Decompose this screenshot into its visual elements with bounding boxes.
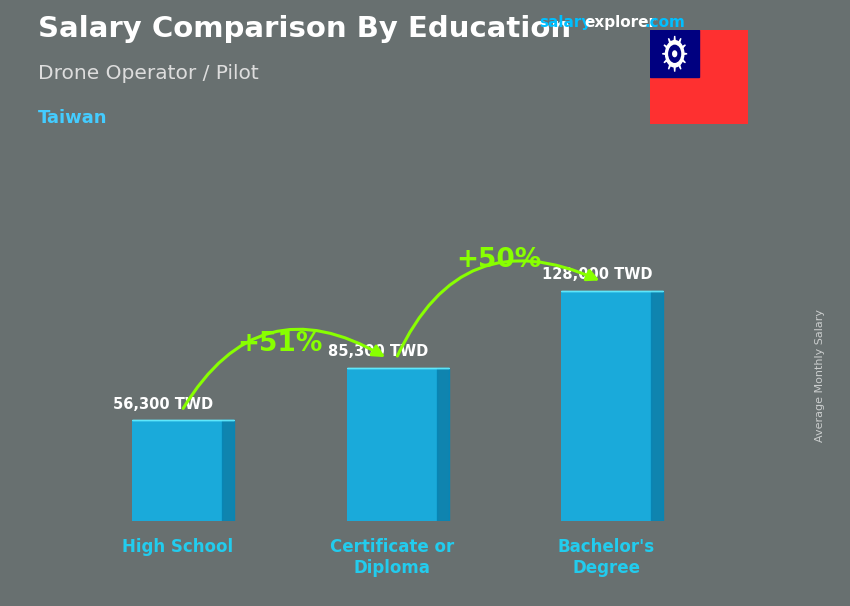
- Polygon shape: [662, 53, 668, 55]
- Polygon shape: [437, 368, 449, 521]
- Polygon shape: [223, 420, 235, 521]
- Polygon shape: [664, 58, 670, 62]
- Text: Taiwan: Taiwan: [38, 109, 108, 127]
- Polygon shape: [680, 45, 685, 50]
- Bar: [347, 368, 437, 521]
- Polygon shape: [674, 36, 676, 44]
- Bar: [133, 420, 223, 521]
- Text: +51%: +51%: [238, 331, 323, 357]
- Bar: [650, 30, 699, 77]
- Polygon shape: [674, 63, 676, 72]
- Circle shape: [666, 41, 683, 67]
- Text: 128,000 TWD: 128,000 TWD: [542, 267, 653, 282]
- Text: Average Monthly Salary: Average Monthly Salary: [815, 309, 825, 442]
- Bar: [561, 291, 651, 521]
- Text: 56,300 TWD: 56,300 TWD: [113, 397, 213, 411]
- Circle shape: [672, 51, 677, 56]
- Text: .com: .com: [644, 15, 685, 30]
- Circle shape: [669, 45, 681, 62]
- Polygon shape: [664, 45, 670, 50]
- Text: +50%: +50%: [456, 247, 541, 273]
- Text: salary: salary: [540, 15, 592, 30]
- Polygon shape: [677, 61, 681, 69]
- Text: 85,300 TWD: 85,300 TWD: [327, 344, 428, 359]
- Polygon shape: [680, 58, 685, 62]
- Polygon shape: [681, 53, 687, 55]
- Polygon shape: [668, 61, 672, 69]
- Polygon shape: [668, 38, 672, 46]
- Polygon shape: [651, 291, 663, 521]
- Text: Salary Comparison By Education: Salary Comparison By Education: [38, 15, 571, 43]
- Polygon shape: [677, 38, 681, 46]
- Text: explorer: explorer: [585, 15, 657, 30]
- Text: Drone Operator / Pilot: Drone Operator / Pilot: [38, 64, 259, 82]
